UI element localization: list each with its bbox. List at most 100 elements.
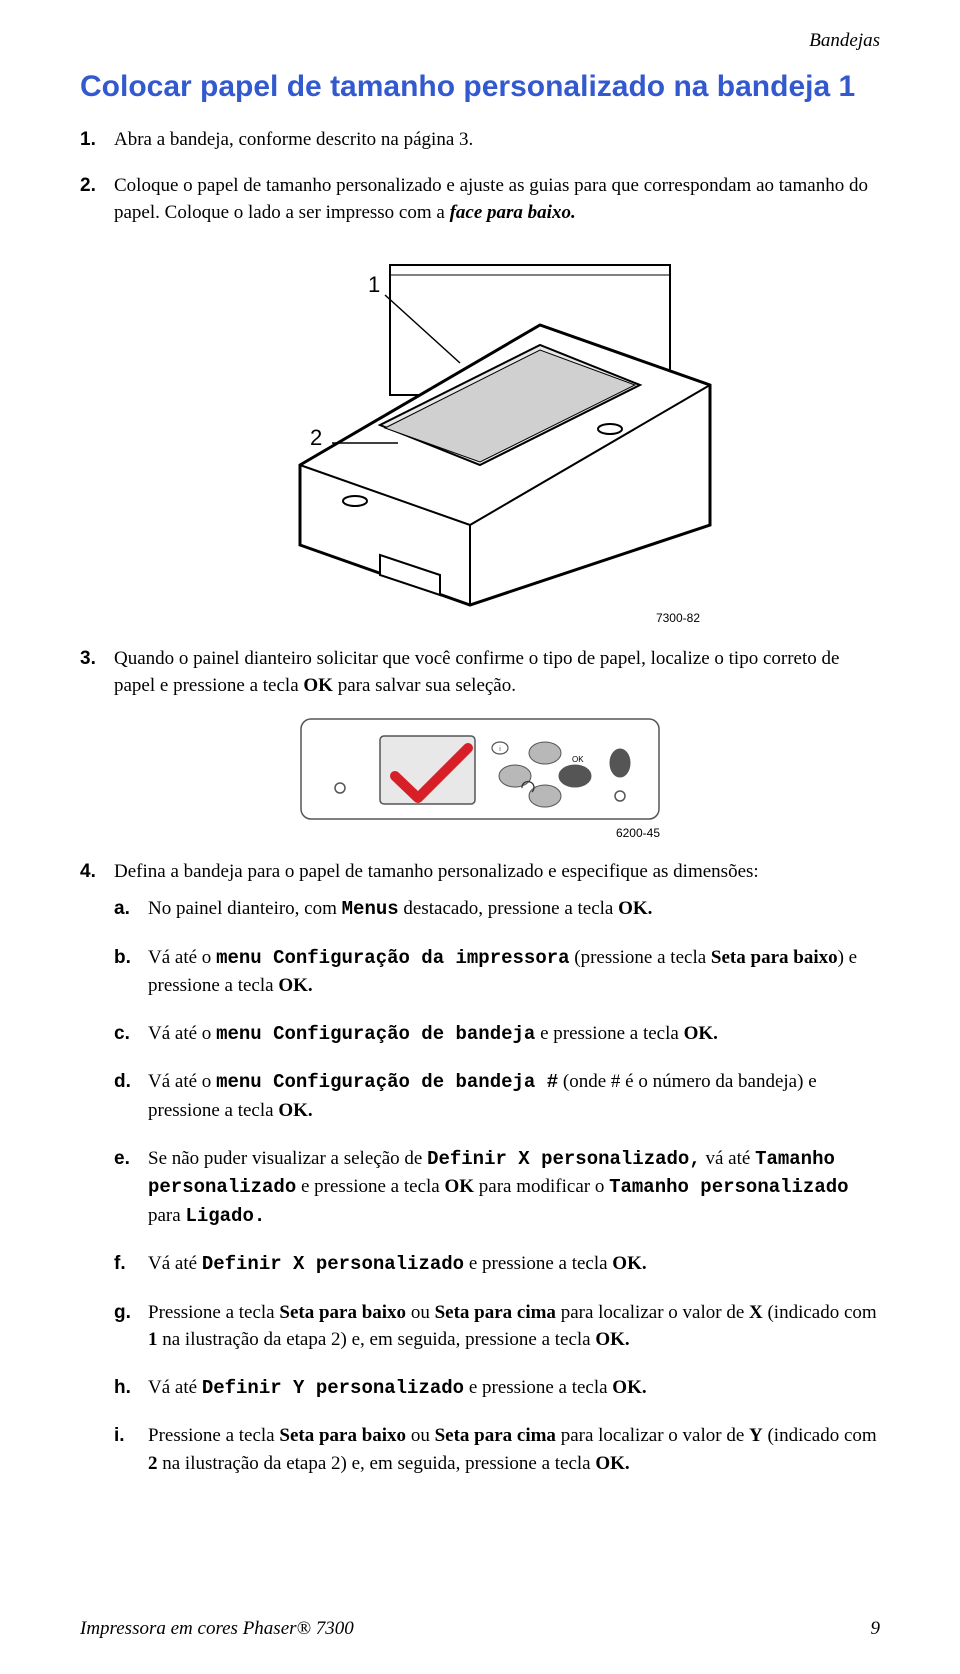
t: ou <box>406 1302 435 1323</box>
sub-letter: f. <box>114 1250 148 1279</box>
t: Vá até <box>148 1377 202 1398</box>
step-text: Quando o painel dianteiro solicitar que … <box>114 645 880 700</box>
sub-letter: c. <box>114 1020 148 1049</box>
menu-term: Definir X personalizado <box>202 1253 464 1275</box>
t: Vá até o <box>148 947 216 968</box>
sub-text: Vá até Definir X personalizado e pressio… <box>148 1250 880 1279</box>
t: para localizar o valor de <box>556 1302 749 1323</box>
sub-text: Vá até Definir Y personalizado e pressio… <box>148 1374 880 1403</box>
sub-b: b. Vá até o menu Configuração da impress… <box>114 944 880 1000</box>
sub-h: h. Vá até Definir Y personalizado e pres… <box>114 1374 880 1403</box>
menu-term: Ligado. <box>185 1205 265 1227</box>
sub-letter: a. <box>114 895 148 924</box>
t: Se não puder visualizar a seleção de <box>148 1148 427 1169</box>
step-2: 2. Coloque o papel de tamanho personaliz… <box>80 172 880 227</box>
t: Vá até o <box>148 1023 216 1044</box>
sub-text: Vá até o menu Configuração de bandeja # … <box>148 1068 880 1124</box>
menu-term: Definir X personalizado, <box>427 1148 701 1170</box>
footer-left: Impressora em cores Phaser® 7300 <box>80 1618 354 1640</box>
main-steps-cont2: 4. Defina a bandeja para o papel de tama… <box>80 858 880 1498</box>
t: para modificar o <box>474 1176 609 1197</box>
t: e pressione a tecla <box>464 1253 612 1274</box>
t: Vá até <box>148 1253 202 1274</box>
substeps: a. No painel dianteiro, com Menus destac… <box>114 895 880 1477</box>
sub-text: Pressione a tecla Seta para baixo ou Set… <box>148 1422 880 1477</box>
sub-f: f. Vá até Definir X personalizado e pres… <box>114 1250 880 1279</box>
emphasis: face para baixo. <box>450 202 576 223</box>
main-steps-cont: 3. Quando o painel dianteiro solicitar q… <box>80 645 880 700</box>
step-text: Coloque o papel de tamanho personalizado… <box>114 172 880 227</box>
key: Seta para cima <box>435 1302 556 1323</box>
key: Seta para baixo <box>279 1425 406 1446</box>
step-1: 1. Abra a bandeja, conforme descrito na … <box>80 126 880 154</box>
key: Seta para cima <box>435 1425 556 1446</box>
t: destacado, pressione a tecla <box>399 898 618 919</box>
tray-illustration: 1 2 7300-82 <box>240 245 720 625</box>
tray-figure: 1 2 7300-82 <box>80 245 880 625</box>
sub-e: e. Se não puder visualizar a seleção de … <box>114 1145 880 1231</box>
menu-term: menu Configuração de bandeja <box>216 1023 535 1045</box>
sub-letter: g. <box>114 1299 148 1354</box>
figure-model: 7300-82 <box>656 611 700 625</box>
text: para salvar sua seleção. <box>338 675 516 696</box>
sub-text: Se não puder visualizar a seleção de Def… <box>148 1145 880 1231</box>
step-text: Abra a bandeja, conforme descrito na pág… <box>114 126 880 154</box>
t: e pressione a tecla <box>464 1377 612 1398</box>
step-num: 2. <box>80 172 114 227</box>
ok-key: OK. <box>278 975 312 996</box>
sub-letter: e. <box>114 1145 148 1231</box>
footer: Impressora em cores Phaser® 7300 9 <box>80 1618 880 1640</box>
callout-2: 2 <box>310 425 322 451</box>
sub-letter: i. <box>114 1422 148 1477</box>
ok-key: OK. <box>612 1377 646 1398</box>
step-num: 4. <box>80 858 114 1498</box>
step-text: Defina a bandeja para o papel de tamanho… <box>114 861 759 882</box>
num: 1 <box>148 1329 158 1350</box>
panel-figure: i OK 6200-45 <box>80 718 880 838</box>
main-steps: 1. Abra a bandeja, conforme descrito na … <box>80 126 880 227</box>
key: Seta para baixo <box>711 947 838 968</box>
sub-letter: b. <box>114 944 148 1000</box>
t: No painel dianteiro, com <box>148 898 342 919</box>
ok-label: OK <box>572 755 584 764</box>
t: na ilustração da etapa 2) e, em seguida,… <box>158 1453 596 1474</box>
ok-key: OK. <box>595 1453 629 1474</box>
ok-key: OK <box>303 675 333 696</box>
ok-key: OK <box>444 1176 474 1197</box>
t: Vá até o <box>148 1071 216 1092</box>
t: para <box>148 1205 185 1226</box>
sub-d: d. Vá até o menu Configuração de bandeja… <box>114 1068 880 1124</box>
header-section: Bandejas <box>809 30 880 52</box>
t: e pressione a tecla <box>296 1176 444 1197</box>
menu-term: Definir Y personalizado <box>202 1377 464 1399</box>
menu-term: Menus <box>342 898 399 920</box>
t: Pressione a tecla <box>148 1302 279 1323</box>
t: (pressione a tecla <box>570 947 711 968</box>
ok-key: OK. <box>612 1253 646 1274</box>
t: (indicado com <box>763 1302 877 1323</box>
menu-term: Tamanho personalizado <box>609 1176 848 1198</box>
panel-svg: i OK <box>300 718 660 838</box>
t: Pressione a tecla <box>148 1425 279 1446</box>
var: Y <box>749 1425 763 1446</box>
num: 2 <box>148 1453 158 1474</box>
step-body: Defina a bandeja para o papel de tamanho… <box>114 858 880 1498</box>
sub-g: g. Pressione a tecla Seta para baixo ou … <box>114 1299 880 1354</box>
sub-i: i. Pressione a tecla Seta para baixo ou … <box>114 1422 880 1477</box>
key: Seta para baixo <box>279 1302 406 1323</box>
page-number: 9 <box>871 1618 881 1640</box>
menu-term: menu Configuração da impressora <box>216 947 569 969</box>
sub-letter: h. <box>114 1374 148 1403</box>
step-3: 3. Quando o painel dianteiro solicitar q… <box>80 645 880 700</box>
sub-text: Vá até o menu Configuração da impressora… <box>148 944 880 1000</box>
menu-term: menu Configuração de bandeja # <box>216 1071 558 1093</box>
figure-model: 6200-45 <box>616 826 660 840</box>
t: vá até <box>701 1148 755 1169</box>
sub-a: a. No painel dianteiro, com Menus destac… <box>114 895 880 924</box>
t: e pressione a tecla <box>535 1023 683 1044</box>
sub-text: Vá até o menu Configuração de bandeja e … <box>148 1020 880 1049</box>
callout-1: 1 <box>368 272 380 298</box>
t: para localizar o valor de <box>556 1425 749 1446</box>
ok-key: OK. <box>278 1100 312 1121</box>
page-title: Colocar papel de tamanho personalizado n… <box>80 70 880 104</box>
